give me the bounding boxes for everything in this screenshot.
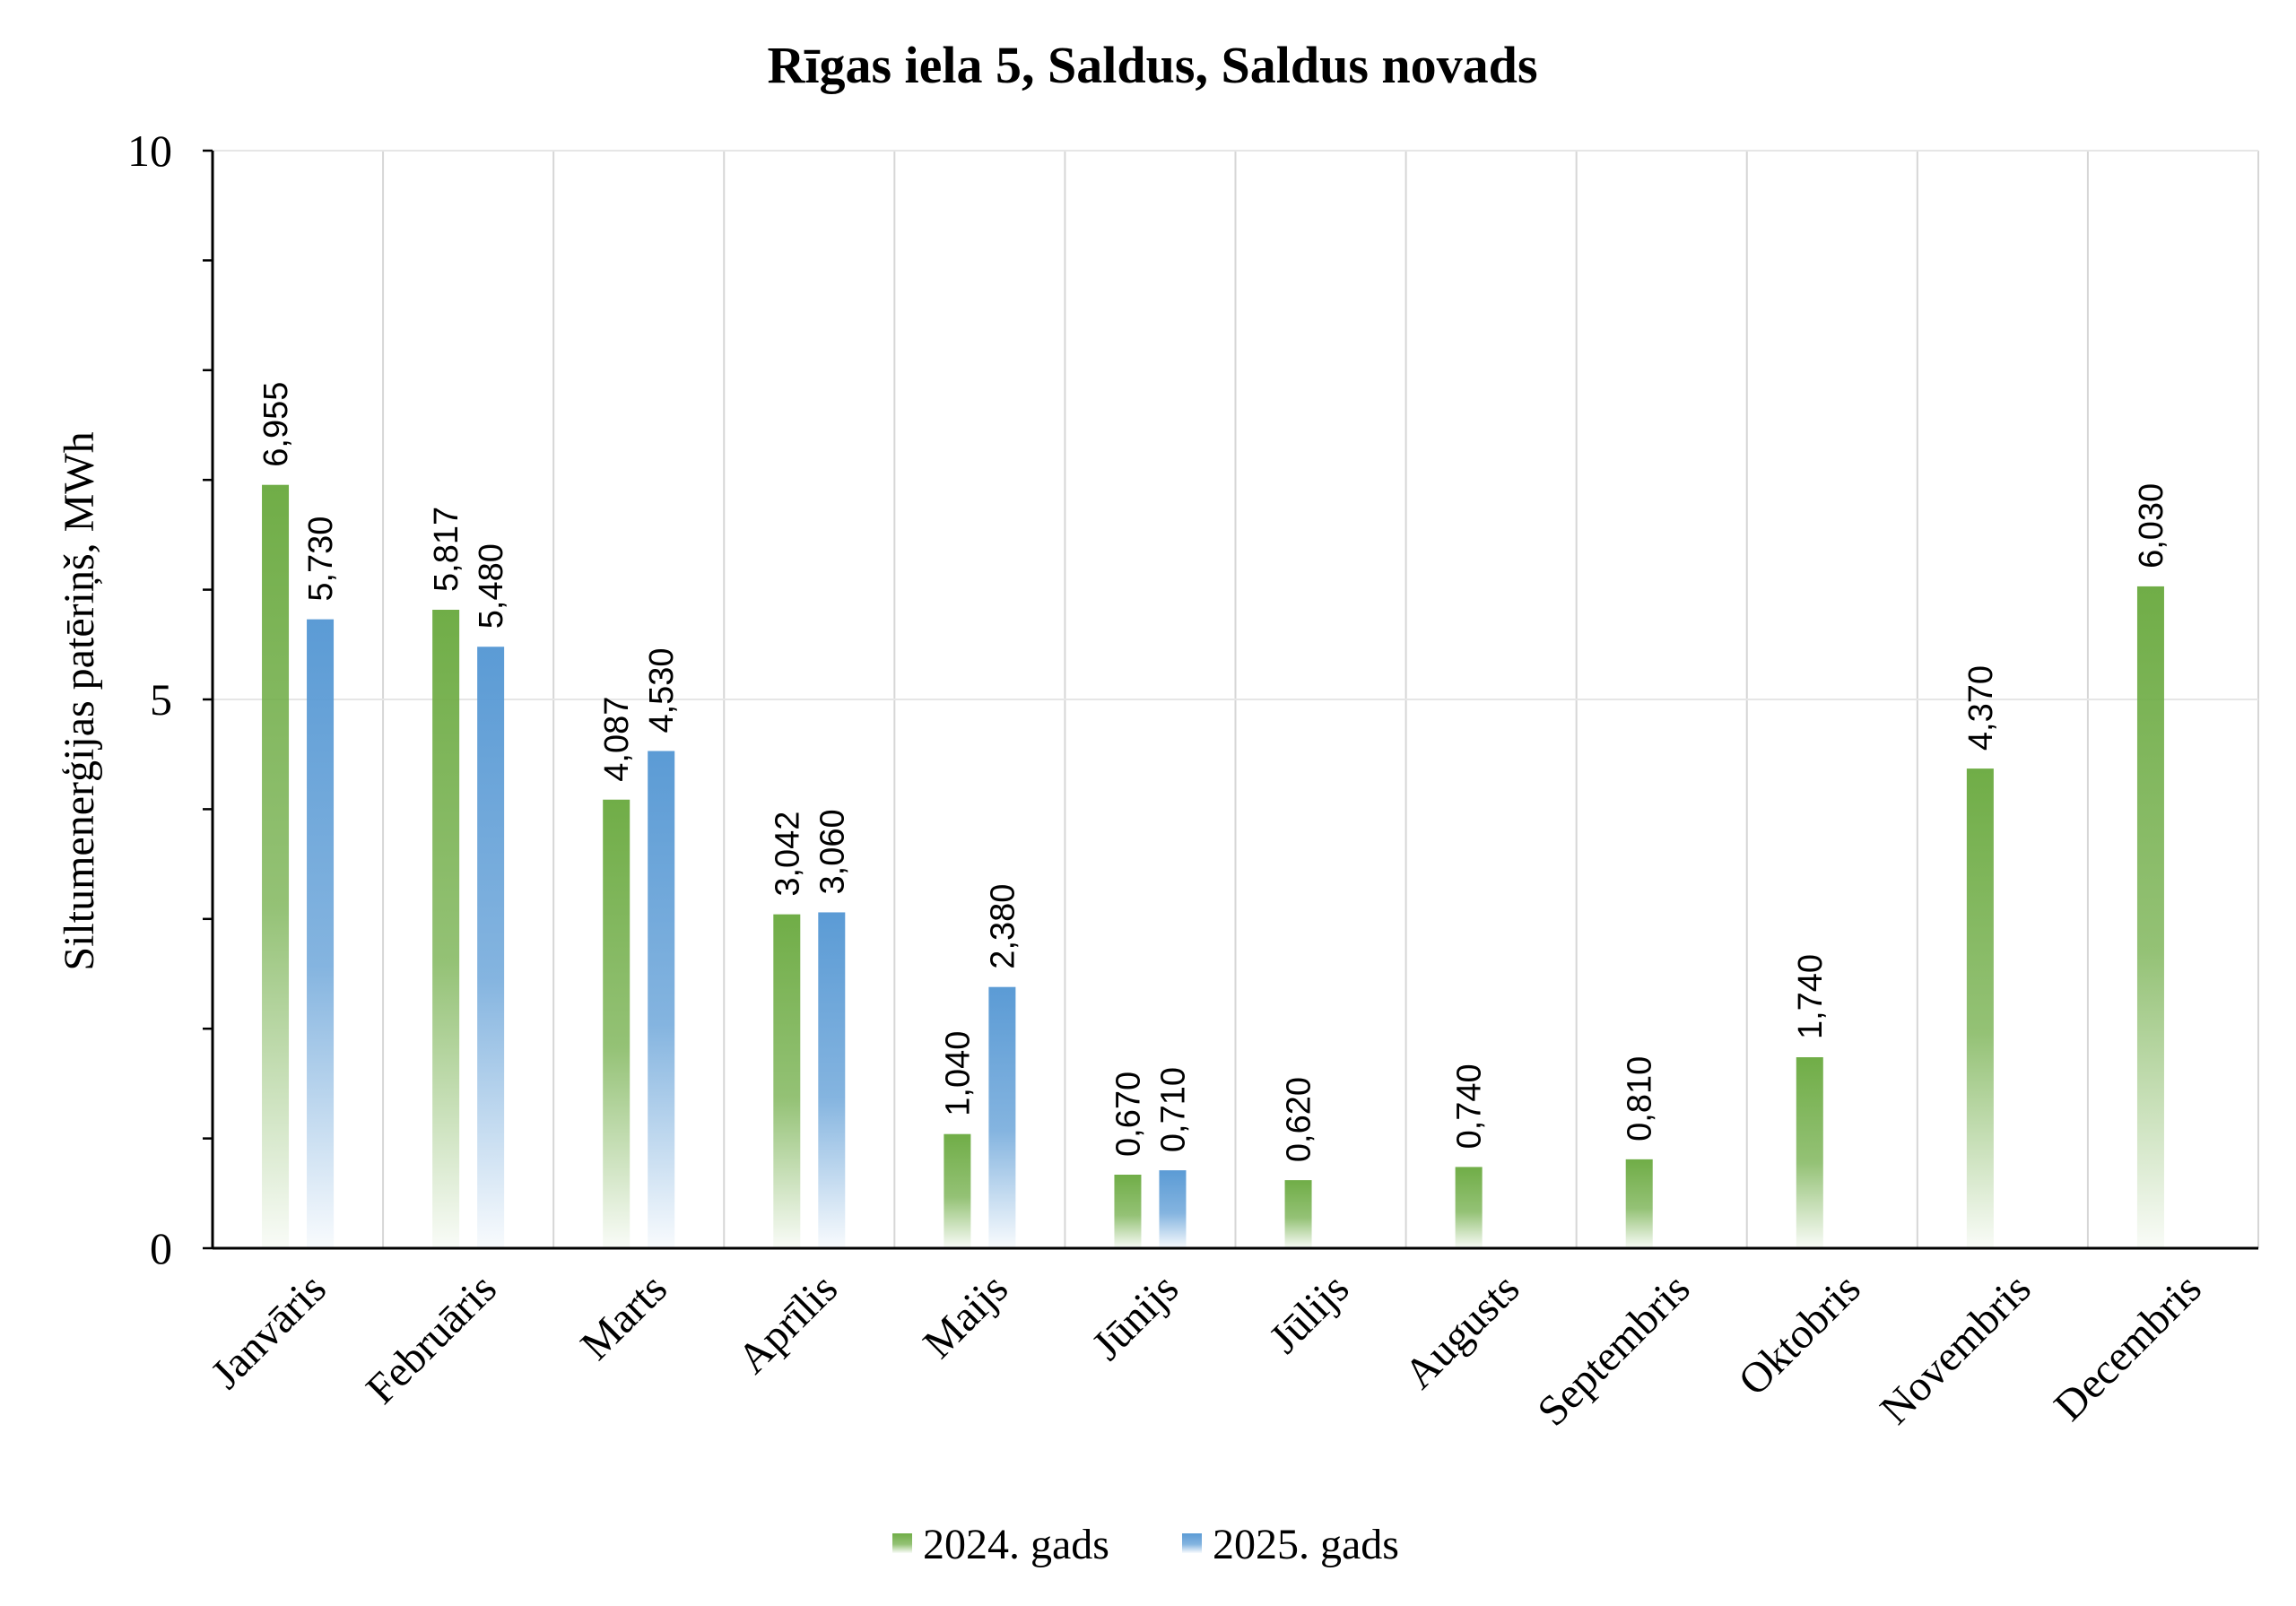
bar-series1-5: [944, 1133, 971, 1248]
legend-swatch-2: [1182, 1533, 1202, 1553]
category-label: Augusts: [1396, 1264, 1529, 1398]
data-label: 3,060: [813, 809, 851, 894]
data-label: 0,620: [1281, 1077, 1318, 1162]
category-label: Maijs: [914, 1264, 1017, 1367]
grid-lines: [213, 150, 2259, 1248]
bar-series1-11: [1966, 768, 1994, 1248]
y-tick-label: 5: [150, 674, 172, 725]
bar-series1-4: [773, 914, 801, 1248]
data-label: 1,040: [939, 1031, 977, 1116]
data-label: 4,530: [643, 647, 681, 733]
category-label: Februāris: [357, 1264, 506, 1413]
bar-series2-6: [1159, 1170, 1187, 1248]
data-label: 6,030: [2133, 483, 2170, 569]
data-label: 3,042: [769, 812, 806, 897]
legend-label-1: 2024. gads: [923, 1521, 1109, 1568]
y-tick-label: 0: [150, 1223, 172, 1273]
bar-series1-6: [1114, 1174, 1142, 1248]
legend-swatch-1: [892, 1533, 912, 1553]
bar-series1-12: [2136, 586, 2164, 1248]
category-label: Marts: [571, 1264, 676, 1369]
data-label: 4,370: [1962, 665, 2000, 751]
data-label: 4,087: [598, 697, 636, 782]
bar-series1-8: [1455, 1167, 1483, 1248]
axes: [203, 149, 2258, 1250]
bar-series1-2: [432, 609, 460, 1248]
bar-series2-5: [988, 986, 1016, 1248]
bar-series1-9: [1625, 1159, 1653, 1248]
data-label: 0,710: [1154, 1067, 1192, 1152]
data-label: 6,955: [257, 382, 295, 467]
bar-series1-1: [262, 484, 290, 1248]
chart-title: Rīgas iela 5, Saldus, Saldus novads: [767, 36, 1537, 94]
bar-series2-2: [477, 647, 505, 1248]
data-label: 5,817: [428, 507, 465, 592]
category-label: Janvāris: [202, 1264, 335, 1398]
y-tick-labels: 0 5 10: [127, 126, 172, 1273]
bar-series1-3: [603, 799, 631, 1248]
data-label: 0,810: [1622, 1056, 1659, 1142]
bar-series1-7: [1284, 1180, 1312, 1248]
bar-series2-4: [818, 912, 846, 1248]
data-label: 1,740: [1792, 954, 1830, 1039]
data-label: 5,730: [302, 517, 340, 602]
data-label: 5,480: [473, 543, 510, 629]
category-label: Jūlijs: [1260, 1264, 1358, 1362]
legend-label-2: 2025. gads: [1213, 1521, 1399, 1568]
category-label: Septembris: [1528, 1264, 1699, 1435]
y-tick-label: 10: [127, 126, 172, 176]
data-label: 0,670: [1109, 1072, 1147, 1157]
bar-series1-10: [1796, 1057, 1823, 1248]
bar-series2-3: [648, 751, 675, 1248]
bars: [262, 484, 2164, 1248]
category-label: Decembris: [2045, 1264, 2210, 1429]
data-label: 2,380: [984, 884, 1022, 969]
y-axis-label: Siltumenerģijas patēriņš, MWh: [56, 431, 103, 970]
legend: 2024. gads 2025. gads: [892, 1521, 1399, 1568]
category-label: Novembris: [1871, 1264, 2039, 1433]
category-label: Aprīlis: [728, 1264, 847, 1383]
category-label: Jūnijs: [1083, 1264, 1188, 1369]
x-tick-labels: Janvāris Februāris Marts Aprīlis Maijs Jūnijs…: [202, 1264, 2211, 1435]
category-label: Oktobris: [1729, 1264, 1869, 1404]
bar-series2-1: [307, 619, 335, 1248]
data-label: 0,740: [1451, 1063, 1489, 1149]
